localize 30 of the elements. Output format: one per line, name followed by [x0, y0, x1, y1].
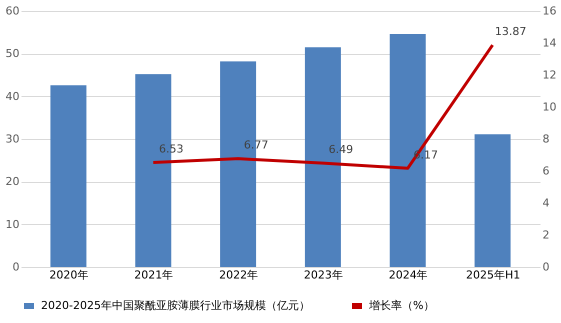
- data-label: 6.17: [414, 148, 438, 162]
- x-tick-label: 2021年: [134, 268, 174, 282]
- legend-label: 2020-2025年中国聚酰亚胺薄膜行业市场规模（亿元）: [41, 299, 310, 312]
- x-tick-label: 2024年: [388, 268, 428, 282]
- bar: [50, 85, 86, 267]
- x-tick-label: 2023年: [304, 268, 343, 282]
- y2-tick-label: 10: [542, 100, 556, 114]
- y2-tick-label: 14: [542, 36, 556, 50]
- y2-tick-label: 16: [542, 4, 556, 18]
- y2-tick-label: 12: [542, 68, 556, 82]
- y-tick-label: 0: [12, 260, 20, 274]
- y-tick-label: 20: [6, 175, 20, 188]
- bar: [474, 134, 511, 267]
- y2-tick-label: 2: [542, 228, 550, 242]
- x-tick-label: 2022年: [219, 268, 258, 282]
- y2-tick-label: 6: [542, 164, 550, 178]
- y2-tick-label: 8: [542, 132, 550, 146]
- legend-label: 增长率（%）: [368, 299, 434, 312]
- y2-tick-label: 4: [542, 196, 550, 210]
- y-tick-label: 10: [6, 218, 20, 231]
- y-tick-label: 30: [6, 132, 20, 146]
- y-tick-label: 60: [6, 4, 20, 18]
- x-tick-label: 2020年: [49, 268, 88, 282]
- data-label: 13.87: [494, 25, 526, 38]
- data-label: 6.53: [159, 142, 184, 156]
- y-tick-label: 40: [6, 90, 20, 103]
- x-tick-label: 2025年H1: [466, 268, 520, 282]
- y-tick-label: 50: [6, 47, 20, 60]
- line-series: [152, 44, 494, 170]
- y2-tick-label: 0: [542, 260, 550, 274]
